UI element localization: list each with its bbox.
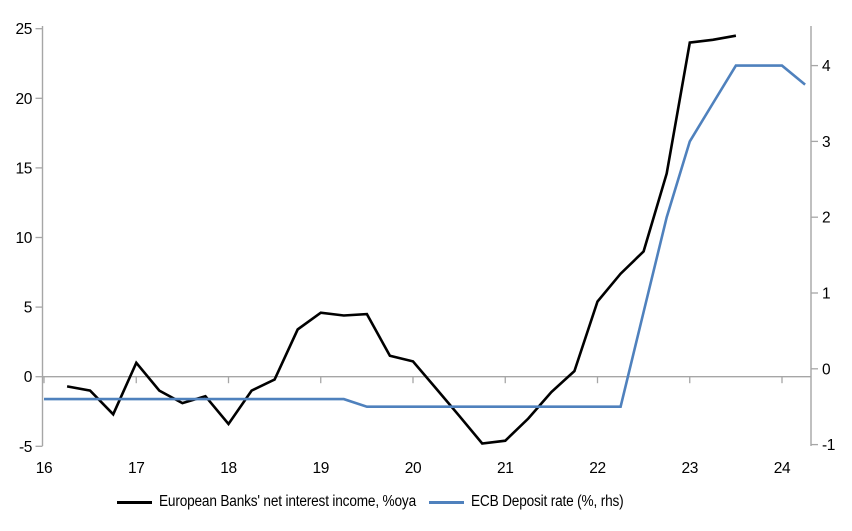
ecb-deposit-rate-line [44, 64, 806, 409]
right-axis-tick-label: 3 [822, 134, 830, 151]
right-axis-tick-label: 0 [822, 361, 831, 378]
x-axis-tick-label: 19 [313, 460, 329, 477]
left-axis-tick-label: 25 [16, 21, 32, 38]
net-interest-income-line [66, 34, 737, 445]
right-axis-tick-label: -1 [822, 437, 835, 454]
x-axis-tick-label: 18 [220, 460, 236, 477]
left-axis-tick-label: -5 [19, 439, 32, 456]
legend-item-net-interest-income: European Banks' net interest income, %oy… [117, 489, 451, 515]
left-axis-tick-label: 20 [16, 91, 33, 108]
x-axis-tick-label: 23 [682, 460, 698, 477]
x-axis-tick-label: 16 [36, 460, 52, 477]
nii-line-swatch [117, 500, 152, 504]
left-axis-tick-label: 15 [16, 160, 32, 177]
ecb-line-swatch [429, 500, 464, 504]
right-axis-tick-label: 1 [822, 286, 830, 303]
left-axis-tick-label: 10 [16, 230, 33, 247]
x-axis-tick-label: 20 [405, 460, 422, 477]
x-axis-tick-label: 24 [774, 460, 791, 477]
legend-item-ecb-deposit-rate: ECB Deposit rate (%, rhs) [429, 489, 644, 515]
left-axis-tick-label: 5 [24, 300, 32, 317]
right-axis-tick-label: 4 [822, 58, 831, 75]
legend-label-ecb-deposit-rate: ECB Deposit rate (%, rhs) [471, 493, 624, 510]
x-axis-tick-label: 22 [589, 460, 605, 477]
left-axis-tick-label: 0 [24, 369, 33, 386]
x-axis-tick-label: 21 [497, 460, 513, 477]
chart-legend: European Banks' net interest income, %oy… [0, 489, 852, 515]
legend-label-net-interest-income: European Banks' net interest income, %oy… [159, 493, 416, 510]
x-axis-tick-label: 17 [128, 460, 144, 477]
right-axis-tick-label: 2 [822, 210, 830, 227]
